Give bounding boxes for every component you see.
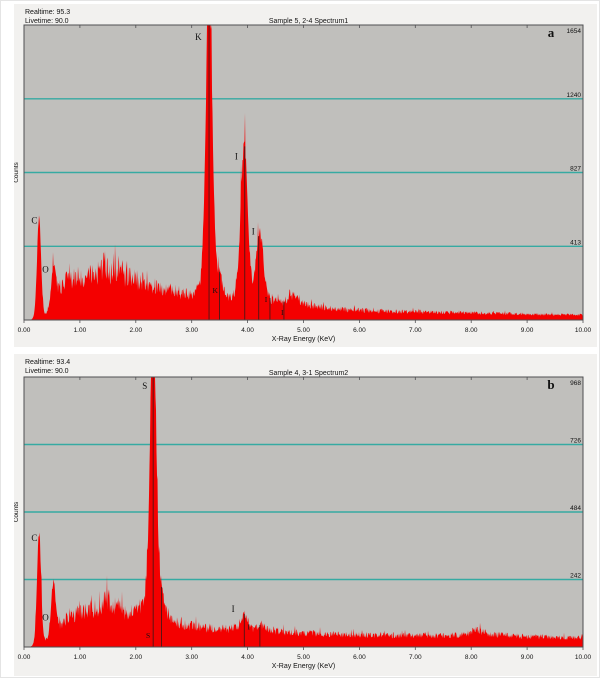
element-label: I [281,308,284,317]
element-label: K [195,32,202,42]
element-label: S [146,631,150,640]
x-tick-label: 0.00 [18,327,31,334]
x-tick-label: 10.00 [575,654,592,661]
x-tick-label: 4.00 [241,327,254,334]
x-tick-label: 9.00 [521,327,534,334]
element-label: I [252,226,255,236]
spectrum-area [24,377,583,647]
realtime-label: Realtime: 93.4 [25,359,70,366]
x-tick-label: 8.00 [465,654,478,661]
element-label: I [247,623,250,632]
grid-value-label: 726 [570,438,581,445]
ymax-label: 968 [570,380,581,387]
x-axis-label: X-Ray Energy (KeV) [272,663,335,670]
x-tick-label: 9.00 [521,654,534,661]
element-label: S [142,381,147,391]
element-label: K [212,286,218,295]
livetime-label: Livetime: 90.0 [25,18,69,25]
element-label: I [265,295,268,304]
x-tick-label: 5.00 [297,654,310,661]
element-label: I [235,151,238,161]
x-tick-label: 2.00 [129,654,142,661]
x-tick-label: 7.00 [409,654,422,661]
x-tick-label: 4.00 [241,654,254,661]
x-tick-label: 5.00 [297,327,310,334]
element-label: I [232,604,235,614]
element-label: C [31,533,37,543]
y-axis-label: Counts [14,501,20,522]
panel-letter: b [547,377,554,392]
spectrum-chart-a: Realtime: 95.3 Livetime: 90.0 Sample 5, 2-… [14,9,592,343]
spectrum-panel-b: Realtime: 93.4 Livetime: 90.0 Sample 4, 3-… [14,354,597,676]
element-label: C [31,216,37,226]
x-tick-label: 8.00 [465,327,478,334]
x-tick-label: 10.00 [575,327,592,334]
x-tick-label: 6.00 [353,654,366,661]
spectrum-panel-a: Realtime: 95.3 Livetime: 90.0 Sample 5, 2-… [14,4,597,347]
x-tick-label: 6.00 [353,327,366,334]
y-axis-label: Counts [14,161,20,182]
livetime-label: Livetime: 90.0 [25,368,69,375]
x-axis-label: X-Ray Energy (KeV) [272,336,335,343]
spectrum-title: Sample 4, 3-1 Spectrum2 [269,370,348,377]
x-tick-label: 3.00 [185,654,198,661]
x-tick-label: 1.00 [74,327,87,334]
grid-value-label: 484 [570,505,581,512]
x-tick-label: 0.00 [18,654,31,661]
realtime-label: Realtime: 95.3 [25,9,70,16]
panel-letter: a [548,25,555,40]
grid-value-label: 242 [570,573,581,580]
grid-value-label: 827 [570,166,581,173]
element-label: O [42,265,49,275]
x-tick-label: 3.00 [185,327,198,334]
grid-value-label: 1240 [567,92,582,99]
x-tick-label: 2.00 [129,327,142,334]
spectrum-title: Sample 5, 2-4 Spectrum1 [269,18,348,25]
x-tick-label: 1.00 [74,654,87,661]
spectrum-chart-b: Realtime: 93.4 Livetime: 90.0 Sample 4, 3-… [14,359,592,670]
spectrum-area [24,25,583,320]
grid-value-label: 413 [570,239,581,246]
ymax-label: 1654 [567,28,582,35]
x-tick-label: 7.00 [409,327,422,334]
element-label: O [42,613,49,623]
